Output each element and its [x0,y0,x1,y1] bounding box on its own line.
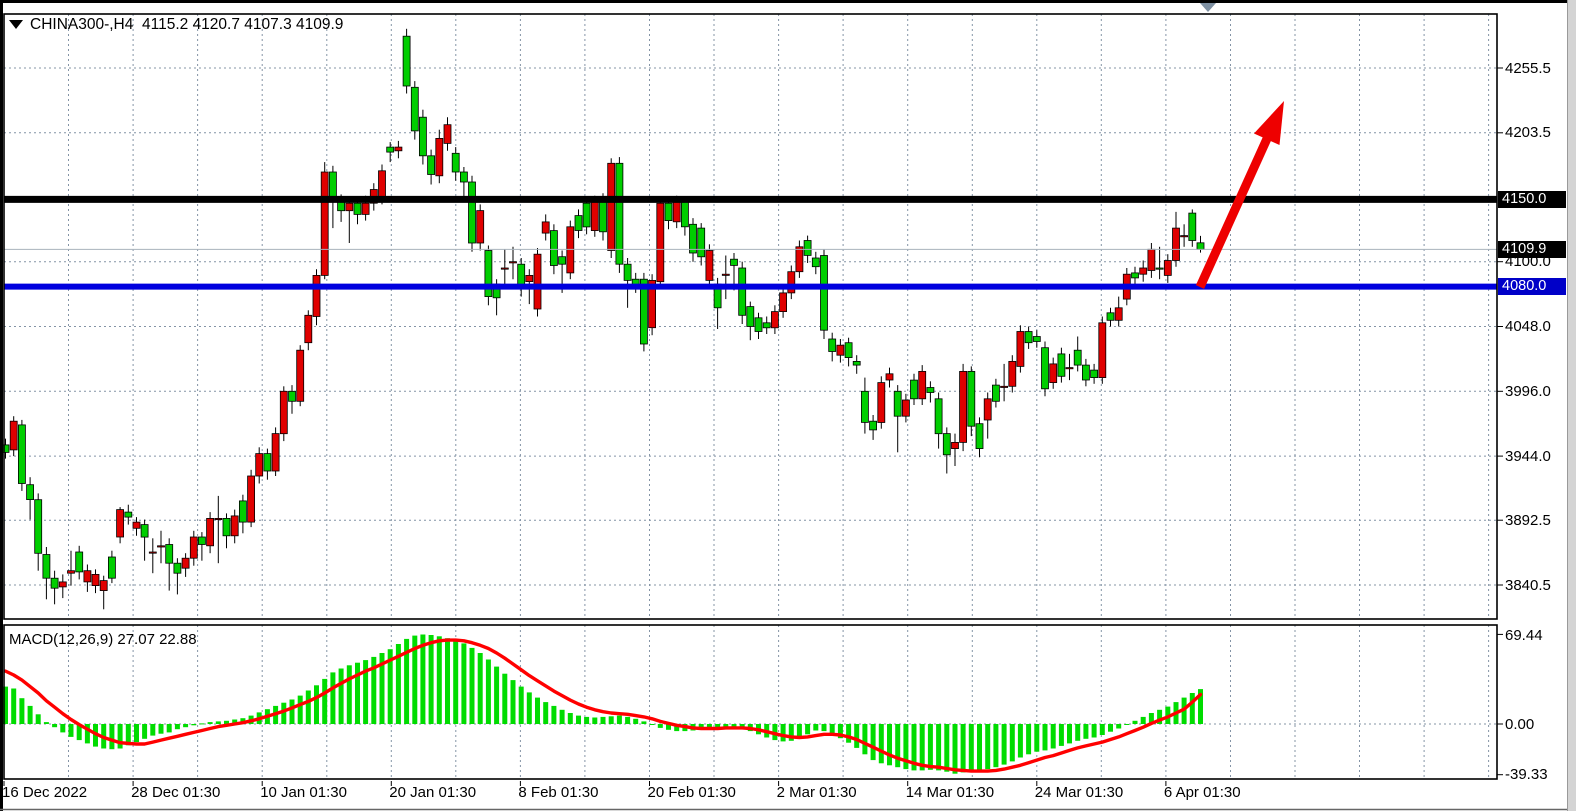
chart-shift-marker-icon[interactable] [1200,3,1216,12]
price-tick-label: 4203.5 [1505,124,1551,142]
symbol-period-label: CHINA300-,H4 [30,16,134,33]
macd-tick-label: -39.33 [1505,766,1548,784]
symbol-dropdown-icon[interactable] [9,20,23,29]
time-tick-label: 6 Apr 01:30 [1163,784,1241,801]
macd-signal-line [3,638,1203,773]
price-tick-label: 3944.0 [1505,447,1551,465]
macd-pane[interactable] [3,624,1498,780]
symbol-title: CHINA300-,H4 4115.2 4120.7 4107.3 4109.9 [30,16,343,34]
price-tick-label: 4048.0 [1505,318,1551,335]
macd-tick-label: 0.00 [1505,715,1535,733]
macd-histogram [3,634,1203,774]
time-tick-label: 14 Mar 01:30 [905,784,995,801]
time-tick-label: 24 Mar 01:30 [1034,784,1124,801]
right-window-strip [1567,0,1576,811]
ohlc-readout: 4115.2 4120.7 4107.3 4109.9 [142,16,344,33]
price-badge-current: 4109.9 [1498,240,1566,258]
price-badge-support: 4080.0 [1498,278,1566,296]
time-tick-label: 20 Jan 01:30 [389,784,477,801]
price-tick-label: 4255.5 [1505,59,1551,77]
time-tick-label: 8 Feb 01:30 [518,784,599,801]
price-tick-label: 3840.5 [1505,576,1551,594]
price-tick-label: 3892.5 [1505,511,1551,529]
price-pane[interactable] [3,13,1498,620]
price-badge-resistance: 4150.0 [1498,190,1566,208]
candlestick-series [1,28,1205,610]
time-tick-label: 20 Feb 01:30 [647,784,736,801]
time-tick-label: 28 Dec 01:30 [131,784,221,801]
time-tick-label: 16 Dec 2022 [2,784,88,801]
time-tick-label: 2 Mar 01:30 [776,784,857,801]
macd-indicator-label: MACD(12,26,9) 27.07 22.88 [9,631,197,648]
trend-arrow[interactable] [1195,101,1284,289]
price-tick-label: 3996.0 [1505,382,1551,400]
macd-tick-label: 69.44 [1505,627,1543,644]
time-tick-label: 10 Jan 01:30 [260,784,347,801]
